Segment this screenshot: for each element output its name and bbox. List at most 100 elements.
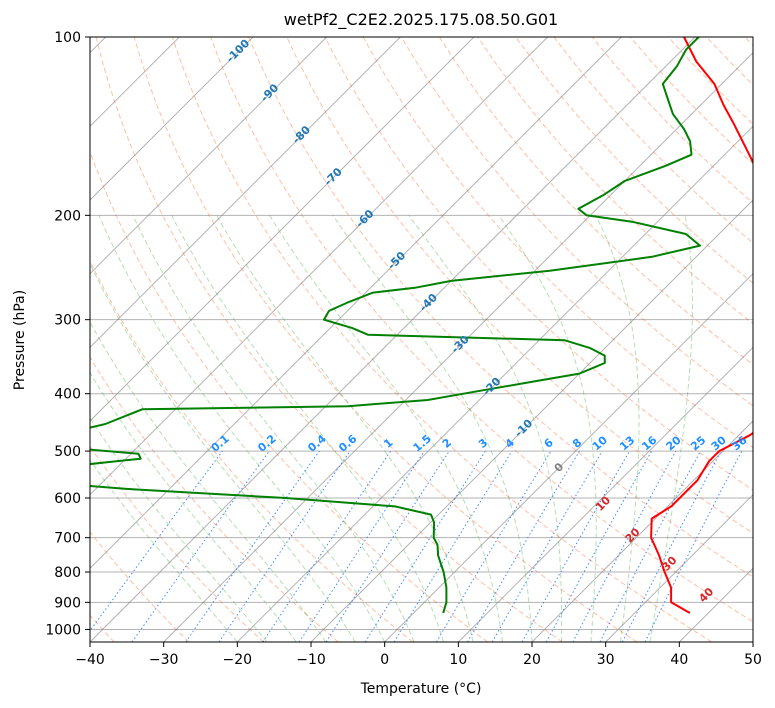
background-grid xyxy=(90,37,753,642)
isotherm-line xyxy=(163,51,753,642)
isotherm-line xyxy=(90,37,549,496)
mixing-ratio-label: 16 xyxy=(639,433,659,453)
x-tick-label: 10 xyxy=(449,652,467,668)
mixing-ratio-label: 8 xyxy=(570,436,584,451)
dry-adiabat xyxy=(553,37,753,244)
mixing-ratio-line xyxy=(185,450,320,642)
y-tick-label: 400 xyxy=(54,387,81,403)
mixing-ratio-line xyxy=(545,450,653,642)
dry-adiabat xyxy=(90,531,190,642)
mixing-ratio-label: 13 xyxy=(617,434,637,454)
isotherm-label: -100 xyxy=(224,37,253,66)
dry-adiabat xyxy=(171,37,712,642)
dry-adiabat xyxy=(133,37,638,642)
y-tick-label: 300 xyxy=(54,313,81,329)
moist-adiabat xyxy=(595,215,640,642)
y-tick-label: 700 xyxy=(54,531,81,547)
mixing-ratio-line xyxy=(90,450,223,632)
y-tick-label: 200 xyxy=(54,208,81,224)
dewpoint-profile xyxy=(90,37,701,614)
dry-adiabat xyxy=(90,445,264,642)
mixing-ratio-line xyxy=(393,450,513,642)
moist-adiabat xyxy=(90,417,268,642)
mixing-ratio-label: 25 xyxy=(688,434,708,454)
mixing-ratio-line xyxy=(218,450,351,642)
isotherm-label: -70 xyxy=(322,165,345,188)
moist-adiabat xyxy=(269,215,503,642)
isotherm-line xyxy=(310,199,753,642)
isotherm-line xyxy=(605,493,753,642)
dry-adiabat xyxy=(90,356,339,642)
mixing-ratio-line xyxy=(262,450,392,642)
dry-adiabat xyxy=(400,37,753,407)
y-tick-label: 600 xyxy=(54,491,81,507)
y-tick-label: 1000 xyxy=(45,622,81,638)
profile-lines xyxy=(90,37,753,614)
mixing-ratio-label: 6 xyxy=(542,436,556,451)
y-tick-label: 500 xyxy=(54,444,81,460)
moist-adiabat xyxy=(90,262,356,642)
x-tick-label: −30 xyxy=(149,652,179,668)
contour-labels: 0.1 0.2 0.4 0.6 1 1.5 2 3 4 6 8 10 13 16 20 25 30 36-100-… xyxy=(209,37,750,605)
isotherm-line xyxy=(90,37,696,642)
x-axis-title: Temperature (°C) xyxy=(360,681,482,697)
isotherm-line xyxy=(752,641,753,642)
moist-adiabat xyxy=(498,215,597,642)
dry-adiabat xyxy=(324,37,753,491)
mixing-ratio-line xyxy=(521,450,630,642)
isotherm-label: -80 xyxy=(290,123,313,146)
dry-adiabat xyxy=(706,37,753,86)
dry-adiabat xyxy=(438,37,753,366)
dry-adiabat xyxy=(668,37,753,125)
isotherm-label: -10 xyxy=(512,416,535,439)
isotherm-line xyxy=(678,567,753,642)
mixing-ratio-line xyxy=(131,450,270,642)
x-tick-label: 30 xyxy=(597,652,615,668)
dry-adiabat xyxy=(210,37,753,623)
chart-title: wetPf2_C2E2.2025.175.08.50.G01 xyxy=(284,10,558,30)
dry-adiabat xyxy=(90,259,414,642)
mixing-ratio-line xyxy=(325,450,450,642)
dry-adiabat xyxy=(90,150,488,642)
y-tick-label: 100 xyxy=(54,30,81,46)
mixing-ratio-line xyxy=(467,450,580,642)
mixing-ratio-label: 2 xyxy=(440,436,454,451)
dry-adiabat xyxy=(248,37,753,578)
y-axis-title: Pressure (hPa) xyxy=(12,290,28,390)
isotherm-line xyxy=(90,37,401,349)
x-tick-label: −10 xyxy=(296,652,326,668)
x-tick-label: 20 xyxy=(523,652,541,668)
x-tick-label: −40 xyxy=(75,652,105,668)
moist-adiabat xyxy=(171,215,445,642)
dry-adiabat xyxy=(744,37,753,47)
y-tick-label: 900 xyxy=(54,595,81,611)
x-tick-label: 0 xyxy=(380,652,389,668)
isotherm-label: -90 xyxy=(258,81,281,104)
x-tick-label: 40 xyxy=(670,652,688,668)
isotherm-line xyxy=(90,37,475,422)
moist-adiabat xyxy=(332,215,533,642)
isotherm-label: -50 xyxy=(385,249,408,272)
plot-frame xyxy=(89,36,754,643)
isotherm-line xyxy=(384,272,753,642)
isotherm-label: -20 xyxy=(480,375,503,398)
moist-adiabat xyxy=(649,215,693,642)
mixing-ratio-line xyxy=(298,450,425,642)
mixing-ratio-label: 30 xyxy=(709,433,729,453)
mixing-ratio-line xyxy=(572,450,677,642)
moist-adiabat xyxy=(90,371,297,642)
dry-adiabat xyxy=(362,37,753,449)
axis-ticks: −40 −30 −20 −10 0 10 20 30 40 50 100 200 300 400 500 60… xyxy=(45,30,762,668)
temperature-profile xyxy=(650,37,753,614)
dry-adiabat xyxy=(515,37,753,284)
mixing-ratio-label: 1 xyxy=(381,436,395,451)
mixing-ratio-label: 10 xyxy=(590,433,610,453)
mixing-ratio-label: 3 xyxy=(476,436,490,451)
isotherm-line xyxy=(457,346,753,642)
mixing-ratio-line xyxy=(644,450,743,642)
x-tick-label: −20 xyxy=(223,652,253,668)
moist-adiabat xyxy=(132,215,415,642)
moist-adiabat xyxy=(408,215,563,642)
x-tick-label: 50 xyxy=(744,652,762,668)
